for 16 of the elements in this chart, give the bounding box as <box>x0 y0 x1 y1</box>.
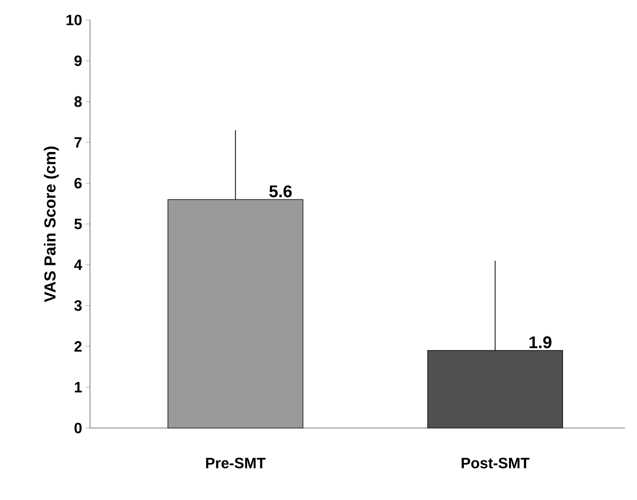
x-tick-label: Pre-SMT <box>206 458 266 468</box>
y-axis-title: VAS Pain Score (cm) <box>44 146 59 302</box>
y-tick-label: 3 <box>74 300 82 311</box>
y-tick-label: 4 <box>74 260 82 270</box>
y-tick-label: 0 <box>74 422 82 434</box>
y-tick-label: 5 <box>74 218 82 230</box>
data-label: 5.6 <box>269 185 292 198</box>
x-tick-label: Post-SMT <box>462 458 530 468</box>
data-label: 1.9 <box>530 336 552 348</box>
y-tick-label: 1 <box>74 382 82 392</box>
y-tick-label: 7 <box>74 137 82 148</box>
y-tick-label: 8 <box>74 96 82 107</box>
y-tick-label: 2 <box>74 341 82 352</box>
y-tick-label: 6 <box>74 178 82 188</box>
y-tick-label: 10 <box>66 14 82 26</box>
y-tick-label: 9 <box>74 56 82 66</box>
